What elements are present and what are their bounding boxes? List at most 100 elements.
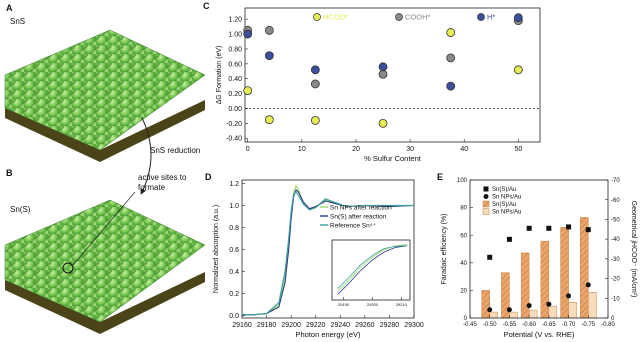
data-point [506, 307, 512, 313]
x-tick-label: 29240 [331, 322, 351, 329]
legend-swatch [483, 194, 489, 199]
y-tick-label: 0.2 [229, 291, 239, 298]
y-axis-title: Normalized absorption (a.u.) [213, 205, 220, 293]
bar-hatch [501, 272, 510, 318]
y-tick-label: 1.2 [229, 181, 239, 188]
y2-tick-label: -10 [611, 296, 620, 302]
reduction-arrow [140, 117, 152, 195]
data-point [446, 81, 456, 91]
data-point [446, 28, 456, 37]
legend-swatch [482, 208, 490, 215]
bar [489, 311, 498, 319]
plot-frame [244, 7, 541, 143]
y-tick-label: 0.80 [228, 46, 242, 53]
panel-label: C [203, 1, 210, 11]
legend-label: Sn NPs/Au [492, 210, 521, 216]
x-tick-label: 29160 [232, 322, 252, 329]
y2-tick-label: -30 [611, 257, 620, 263]
y2-tick-label: -20 [611, 277, 620, 283]
x-tick-label: -0.60 [522, 322, 536, 328]
legend-label: Reference Sn⁴⁺ [330, 223, 377, 230]
data-point [310, 79, 320, 89]
data-point [310, 116, 320, 125]
panel-label: B [6, 168, 13, 178]
data-point [566, 293, 572, 299]
data-point [546, 301, 552, 307]
y2-tick-label: -50 [611, 218, 620, 224]
legend-marker [313, 13, 321, 21]
x-tick-label: 50 [514, 146, 522, 153]
y2-axis-title: Geometrical jHCOO⁻ (mA/cm²) [630, 201, 637, 298]
data-point [264, 25, 274, 35]
x-tick-label: 29280 [380, 322, 400, 329]
y-tick-label: -0.40 [226, 136, 242, 143]
data-point [506, 236, 512, 242]
data-point [378, 118, 388, 128]
bar [588, 292, 597, 319]
x-tick-label: 10 [298, 146, 306, 153]
data-point [446, 53, 456, 63]
bar-hatch [580, 217, 589, 318]
data-point [243, 86, 253, 96]
y-tick-label: 1.0 [229, 203, 239, 210]
bar [528, 309, 538, 319]
x-tick-label: 20 [352, 146, 360, 153]
legend-label: HCOO* [323, 13, 349, 22]
data-point [526, 303, 532, 309]
x-tick-label: 29210 [396, 302, 408, 307]
y-tick-label: 20 [460, 289, 467, 295]
data-point [487, 307, 493, 313]
legend-label: Sn NPs/Au [492, 195, 521, 201]
x-tick-label: 29180 [257, 322, 277, 329]
pointer-line [72, 191, 136, 266]
legend-label: Sn(S)/Au [492, 187, 516, 193]
legend-swatch [483, 186, 489, 192]
x-tick-label: 40 [460, 146, 468, 153]
y-tick-label: 0.60 [228, 61, 242, 68]
data-point [310, 65, 320, 75]
line [337, 244, 408, 292]
line [337, 245, 408, 289]
data-point [243, 29, 253, 39]
bar-hatch [481, 290, 490, 318]
y-tick-label: 0.0 [229, 313, 239, 320]
plot-frame [241, 179, 415, 319]
x-tick-label: 29220 [306, 322, 326, 329]
data-point [526, 225, 532, 231]
legend-marker [477, 13, 485, 21]
x-tick-label: 29190 [338, 302, 350, 307]
data-point [513, 65, 523, 75]
y-tick-label: 0.40 [228, 76, 242, 83]
x-tick-label: -0.80 [601, 322, 615, 328]
x-axis-title: Photon energy (eV) [295, 330, 361, 339]
y-tick-label: 40 [460, 261, 467, 267]
y2-tick-label: -40 [611, 237, 620, 243]
legend-label: Sn NPs after reaction [330, 205, 392, 212]
y-axis-title: Faradaic efficiency (%) [441, 213, 448, 284]
data-point [378, 62, 388, 72]
data-point [546, 225, 552, 231]
bar-hatch [521, 252, 530, 318]
x-tick-label: -0.65 [542, 322, 556, 328]
y-tick-label: 80 [460, 206, 467, 212]
x-tick-label: -0.75 [581, 322, 595, 328]
y-tick-label: -0.20 [226, 121, 242, 128]
x-tick-label: -0.55 [503, 322, 517, 328]
legend-label: COOH* [405, 13, 431, 22]
plot-frame [331, 239, 411, 301]
x-tick-label: 29200 [367, 302, 379, 307]
x-tick-label: -0.70 [562, 322, 576, 328]
active-site [62, 262, 74, 274]
y-tick-label: 1.00 [228, 32, 242, 39]
x-tick-label: -0.50 [483, 322, 497, 328]
y-tick-label: 0.6 [229, 247, 239, 254]
annotation: active sites to [138, 173, 187, 182]
y-tick-label: 0.20 [228, 91, 242, 98]
sns-model [4, 29, 206, 162]
x-tick-label: 29300 [404, 322, 424, 329]
x-axis-title: Potential (V vs. RHE) [504, 330, 575, 339]
arrow-label: SnS reduction [150, 146, 200, 155]
data-point [513, 13, 523, 23]
panel-label: D [205, 172, 212, 182]
